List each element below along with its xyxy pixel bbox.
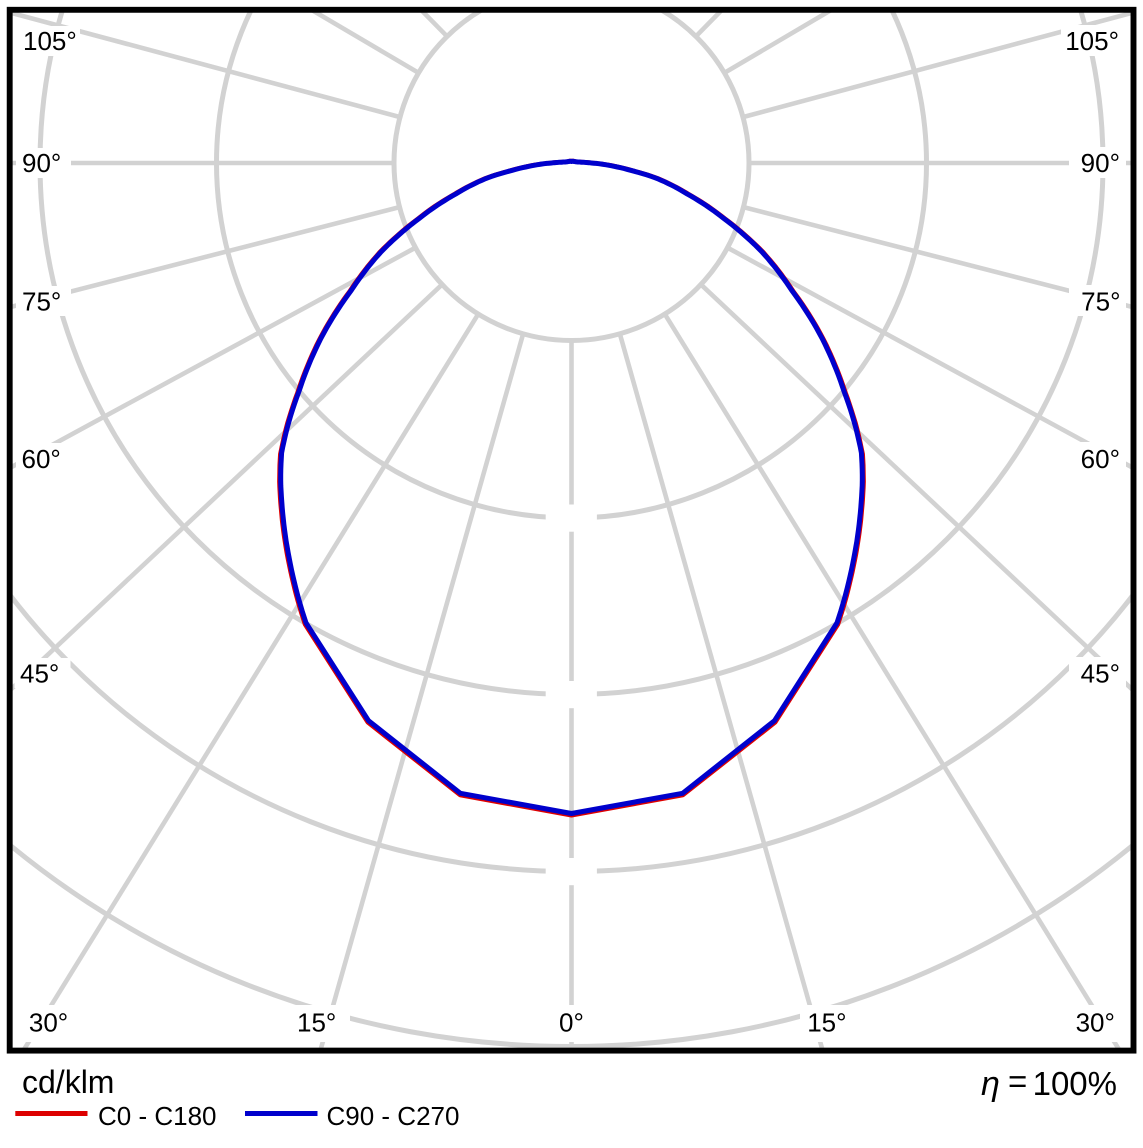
svg-text:75°: 75° [1081, 287, 1120, 317]
svg-text:30°: 30° [29, 1007, 68, 1037]
svg-text:100%: 100% [1033, 1065, 1117, 1102]
svg-text:75°: 75° [22, 287, 61, 317]
svg-text:60°: 60° [1081, 444, 1120, 474]
svg-text:60°: 60° [22, 444, 61, 474]
svg-text:90°: 90° [22, 148, 61, 178]
svg-text:C90 - C270: C90 - C270 [327, 1101, 460, 1131]
svg-text:0°: 0° [559, 1007, 584, 1037]
svg-text:90°: 90° [1081, 148, 1120, 178]
svg-text:45°: 45° [1081, 659, 1120, 689]
svg-text:cd/klm: cd/klm [22, 1064, 114, 1100]
svg-text:15°: 15° [297, 1007, 336, 1037]
svg-text:η: η [981, 1065, 1000, 1103]
svg-text:105°: 105° [1065, 26, 1119, 56]
svg-text:105°: 105° [23, 26, 77, 56]
svg-text:C0 - C180: C0 - C180 [98, 1101, 217, 1131]
svg-text:45°: 45° [20, 659, 59, 689]
svg-text:15°: 15° [807, 1007, 846, 1037]
svg-text:=: = [1008, 1063, 1027, 1100]
svg-text:30°: 30° [1076, 1007, 1115, 1037]
